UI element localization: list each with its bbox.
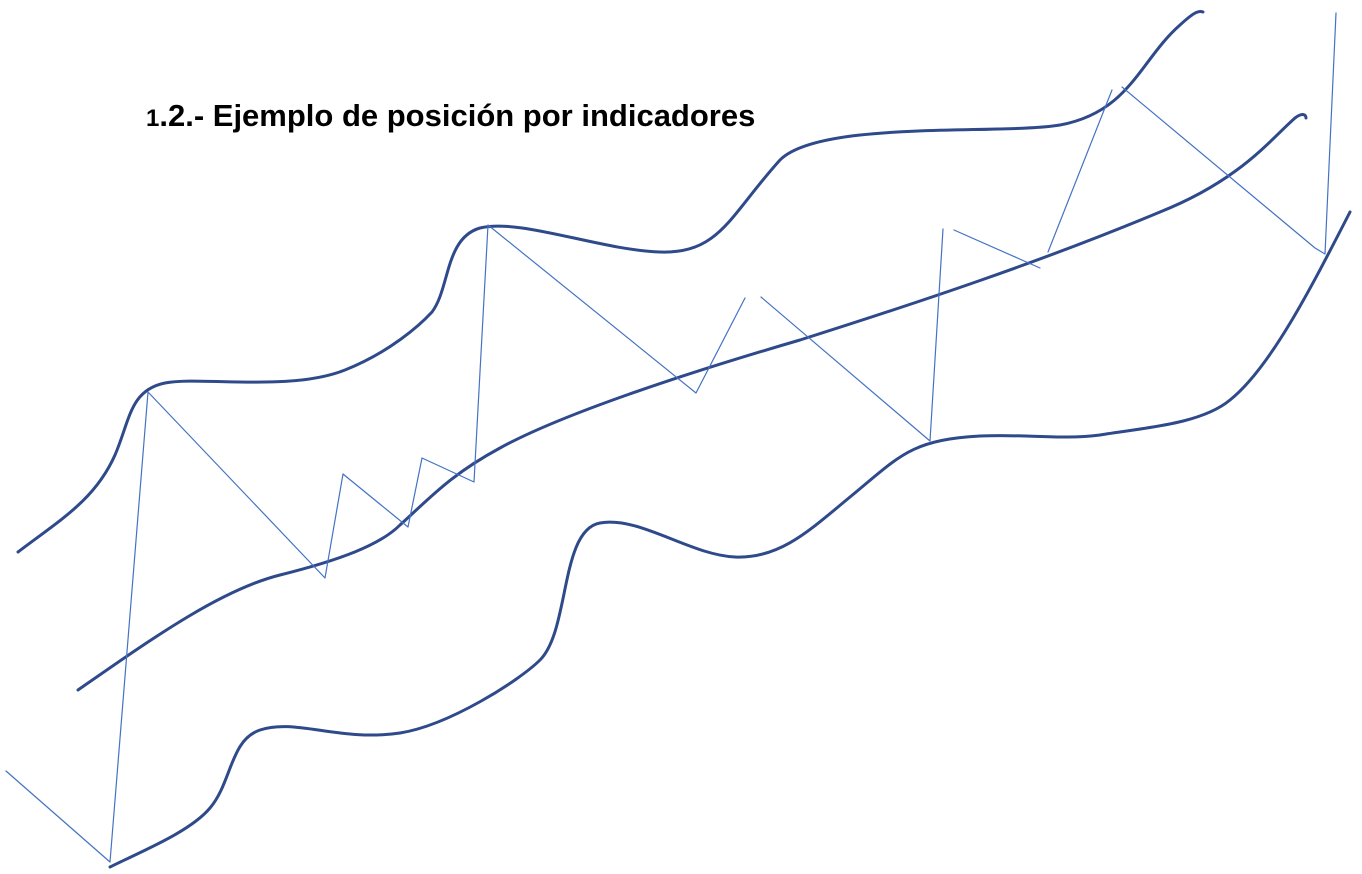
price-zigzag-line [5, 224, 746, 863]
section-title: 1.2.- Ejemplo de posición por indicadore… [146, 98, 755, 134]
middle-trend-curve [76, 113, 1308, 692]
price-zigzag-line-4 [1047, 89, 1113, 253]
price-zigzag-line-5 [1121, 12, 1337, 255]
lower-band-curve [108, 210, 1352, 869]
price-zigzag-line-3 [953, 229, 1041, 269]
price-zigzag-line-2 [760, 228, 944, 442]
upper-band-curve [16, 10, 1205, 554]
section-heading: .2.- Ejemplo de posición por indicadores [159, 98, 756, 133]
section-number: 1 [146, 105, 160, 132]
